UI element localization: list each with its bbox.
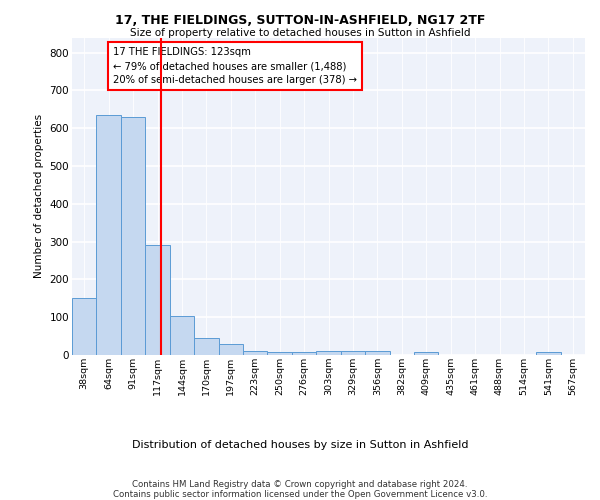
Text: Size of property relative to detached houses in Sutton in Ashfield: Size of property relative to detached ho… (130, 28, 470, 38)
Text: Distribution of detached houses by size in Sutton in Ashfield: Distribution of detached houses by size … (132, 440, 468, 450)
Bar (365, 351, 389, 355)
Text: 17, THE FIELDINGS, SUTTON-IN-ASHFIELD, NG17 2TF: 17, THE FIELDINGS, SUTTON-IN-ASHFIELD, N… (115, 14, 485, 27)
Bar (72, 298, 97, 355)
Bar (536, 352, 560, 355)
Bar (341, 351, 365, 355)
Bar (218, 344, 243, 355)
Bar (292, 352, 316, 355)
Bar (145, 246, 170, 355)
Bar (121, 117, 145, 355)
Bar (194, 338, 218, 355)
Bar (243, 351, 268, 355)
Bar (414, 352, 439, 355)
Bar (268, 352, 292, 355)
Bar (316, 351, 341, 355)
Text: 17 THE FIELDINGS: 123sqm
← 79% of detached houses are smaller (1,488)
20% of sem: 17 THE FIELDINGS: 123sqm ← 79% of detach… (113, 47, 357, 85)
Bar (170, 316, 194, 355)
Y-axis label: Number of detached properties: Number of detached properties (34, 114, 44, 278)
Text: Contains HM Land Registry data © Crown copyright and database right 2024.
Contai: Contains HM Land Registry data © Crown c… (113, 480, 487, 499)
Bar (97, 115, 121, 355)
